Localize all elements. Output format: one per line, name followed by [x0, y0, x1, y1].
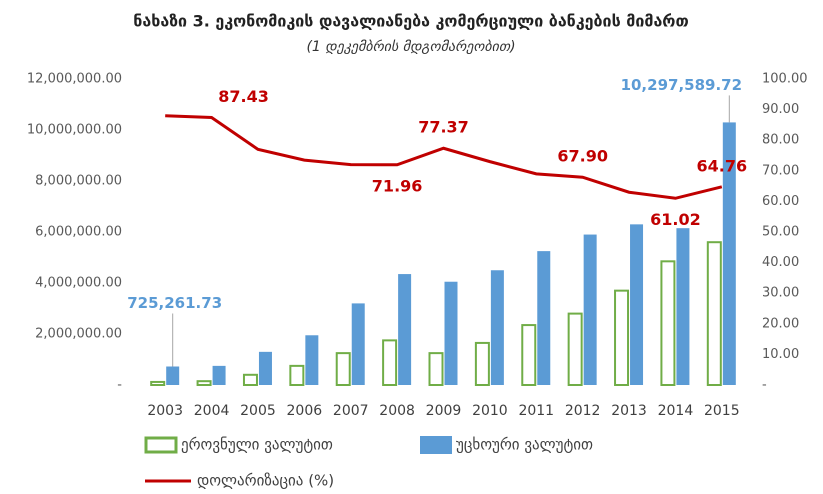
x-tick-label: 2009 — [426, 403, 462, 419]
data-label: 71.96 — [372, 176, 423, 195]
y2-tick-label: 80.00 — [762, 133, 799, 148]
bar — [583, 234, 597, 385]
data-label: 10,297,589.72 — [621, 76, 742, 94]
bar — [722, 122, 736, 385]
bar — [258, 351, 272, 385]
data-label: 725,261.73 — [127, 294, 222, 312]
bar — [676, 228, 690, 385]
bar — [335, 352, 351, 386]
bar — [212, 365, 226, 385]
legend-label: ეროვნული ვალუტით — [181, 436, 333, 454]
bar — [428, 352, 444, 386]
x-tick-label: 2006 — [287, 403, 323, 419]
data-label: 61.02 — [650, 210, 701, 229]
y2-tick-label: 50.00 — [762, 225, 799, 240]
legend-swatch — [144, 436, 178, 454]
chart-subtitle: (1 დეკემბრის მდგომარეობით) — [306, 38, 515, 55]
y2-tick-label: 30.00 — [762, 286, 799, 301]
y2-tick-label: 90.00 — [762, 102, 799, 117]
x-tick-label: 2003 — [147, 403, 183, 419]
y-tick-label: 12,000,000.00 — [27, 72, 122, 87]
y2-tick-label: 10.00 — [762, 347, 799, 362]
bar — [567, 312, 583, 387]
y2-tick-label: 20.00 — [762, 316, 799, 331]
y2-tick-label: 70.00 — [762, 163, 799, 178]
bar — [706, 241, 722, 386]
bar — [630, 224, 644, 385]
legend-label: უცხოური ვალუტით — [456, 436, 593, 454]
y2-tick-label: 40.00 — [762, 255, 799, 270]
y-tick-label: 8,000,000.00 — [35, 174, 122, 189]
bar — [351, 303, 365, 385]
data-label: 77.37 — [418, 118, 469, 137]
y-tick-label: - — [117, 378, 122, 393]
y2-tick-label: 100.00 — [762, 72, 808, 87]
chart-title: ნახაზი 3. ეკონომიკის დავალიანება კომერცი… — [133, 12, 688, 31]
x-tick-label: 2011 — [518, 403, 554, 419]
bar — [166, 366, 180, 385]
bar — [660, 260, 676, 387]
bar — [614, 289, 630, 386]
x-tick-label: 2007 — [333, 403, 369, 419]
bar — [444, 281, 458, 385]
bar — [196, 380, 212, 386]
data-label: 64.76 — [697, 156, 748, 175]
y-tick-label: 4,000,000.00 — [35, 276, 122, 291]
bar — [537, 251, 551, 385]
y2-tick-label: - — [762, 378, 767, 393]
bar — [242, 373, 258, 386]
x-tick-label: 2015 — [704, 403, 740, 419]
y-tick-label: 10,000,000.00 — [27, 123, 122, 138]
x-tick-label: 2005 — [240, 403, 276, 419]
bar — [474, 341, 490, 386]
bar — [521, 324, 537, 387]
x-tick-label: 2014 — [658, 403, 694, 419]
bar — [305, 335, 319, 385]
legend-label: დოლარიზაცია (%) — [197, 472, 334, 490]
x-tick-label: 2008 — [379, 403, 415, 419]
bar — [398, 274, 412, 385]
x-tick-label: 2012 — [565, 403, 601, 419]
line — [165, 114, 723, 200]
bar — [490, 270, 504, 385]
bar — [150, 380, 166, 387]
y-tick-label: 2,000,000.00 — [35, 327, 122, 342]
x-tick-label: 2010 — [472, 403, 508, 419]
data-label: 67.90 — [557, 147, 608, 166]
x-tick-label: 2013 — [611, 403, 647, 419]
bar — [289, 364, 305, 386]
bar — [382, 339, 398, 386]
legend-swatch — [420, 436, 452, 454]
y-tick-label: 6,000,000.00 — [35, 225, 122, 240]
data-label: 87.43 — [218, 87, 269, 106]
x-tick-label: 2004 — [194, 403, 230, 419]
y2-tick-label: 60.00 — [762, 194, 799, 209]
